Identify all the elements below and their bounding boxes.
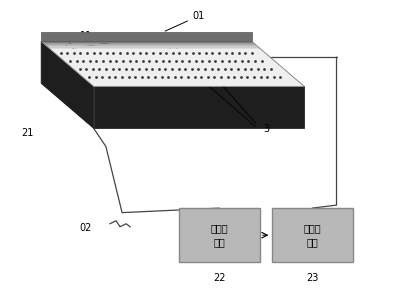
Polygon shape [41, 32, 251, 41]
Text: 23: 23 [305, 273, 318, 283]
Polygon shape [41, 41, 254, 44]
Text: 信号发
生器: 信号发 生器 [210, 223, 228, 247]
Text: 01: 01 [165, 11, 205, 31]
Text: 11: 11 [66, 31, 92, 46]
FancyBboxPatch shape [271, 208, 352, 262]
Polygon shape [94, 86, 303, 128]
Polygon shape [41, 41, 303, 86]
Text: 3: 3 [262, 124, 269, 134]
Polygon shape [41, 41, 94, 128]
Text: 13: 13 [82, 46, 178, 56]
Text: 12: 12 [72, 36, 130, 48]
FancyBboxPatch shape [178, 208, 259, 262]
Text: 02: 02 [79, 223, 92, 233]
Polygon shape [46, 46, 260, 49]
Text: 功率放
大器: 功率放 大器 [303, 223, 320, 247]
Text: 21: 21 [21, 128, 33, 138]
Polygon shape [44, 44, 256, 46]
Polygon shape [50, 49, 303, 86]
Text: 22: 22 [212, 273, 225, 283]
